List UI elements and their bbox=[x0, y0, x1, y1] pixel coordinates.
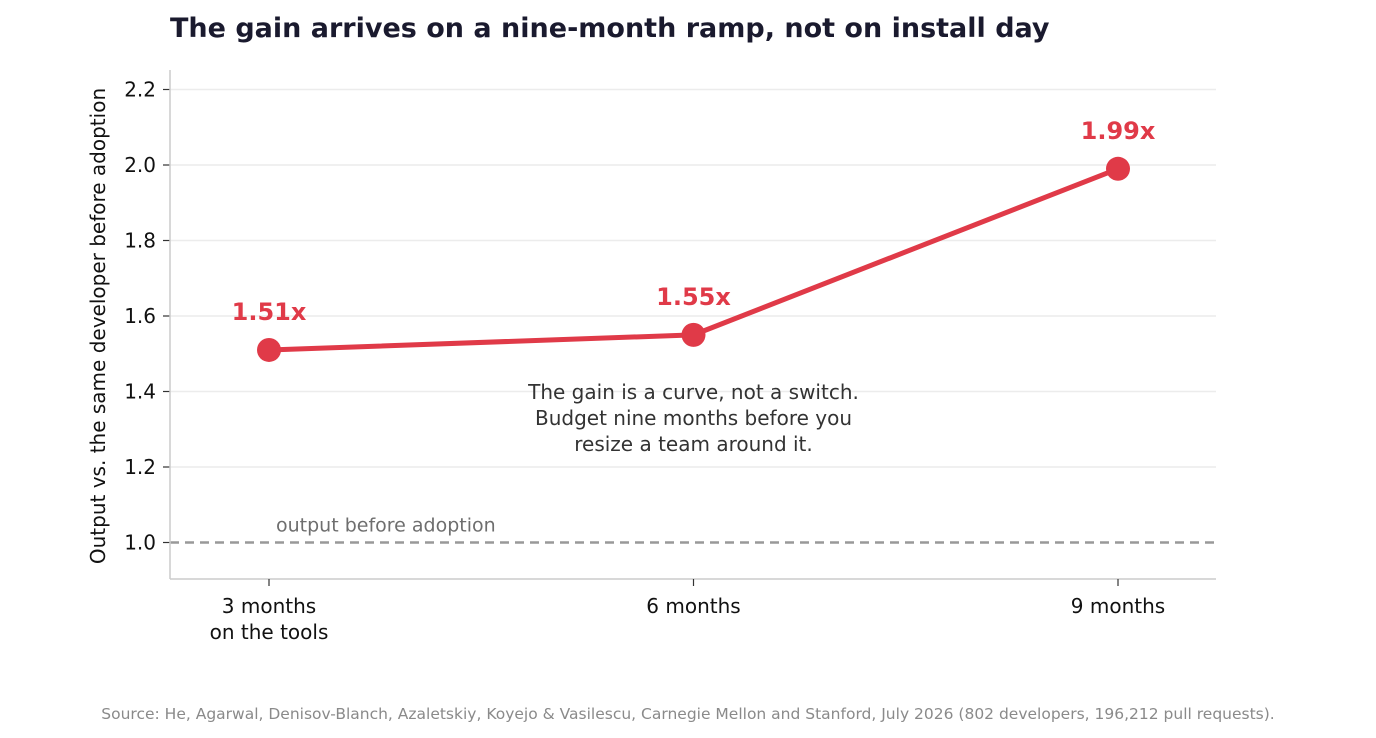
annotation-line: resize a team around it. bbox=[574, 432, 813, 456]
data-point bbox=[257, 337, 281, 362]
reference-line-label: output before adoption bbox=[276, 515, 496, 537]
y-axis-label: Output vs. the same developer before ado… bbox=[86, 88, 110, 564]
data-labels: 1.51x 1.55x 1.99x bbox=[232, 117, 1156, 326]
y-tick-label: 1.6 bbox=[124, 304, 156, 328]
data-point bbox=[681, 322, 706, 347]
data-label: 1.51x bbox=[232, 298, 307, 326]
annotation: The gain is a curve, not a switch.Budget… bbox=[527, 380, 859, 456]
annotation-line: The gain is a curve, not a switch. bbox=[527, 380, 859, 404]
annotation-line: Budget nine months before you bbox=[535, 406, 852, 430]
data-point bbox=[1106, 156, 1130, 181]
source-note: Source: He, Agarwal, Denisov-Blanch, Aza… bbox=[101, 705, 1274, 723]
x-tick-label: 9 months bbox=[1071, 594, 1165, 618]
y-tick-label: 2.2 bbox=[124, 78, 156, 102]
data-label: 1.99x bbox=[1081, 117, 1156, 145]
y-tick-label: 1.2 bbox=[124, 455, 156, 479]
gridlines bbox=[170, 88, 1216, 468]
x-tick-label: on the tools bbox=[210, 620, 329, 644]
y-tick-label: 1.4 bbox=[124, 380, 156, 404]
chart-title: The gain arrives on a nine-month ramp, n… bbox=[170, 13, 1050, 44]
data-label: 1.55x bbox=[656, 283, 731, 311]
y-tick-label: 2.0 bbox=[124, 153, 156, 177]
y-tick-label: 1.0 bbox=[124, 531, 156, 555]
series-line bbox=[266, 166, 1121, 353]
y-tick-label: 1.8 bbox=[124, 229, 156, 253]
series bbox=[257, 156, 1130, 362]
reference-line-group: output before adoption bbox=[170, 515, 1216, 544]
x-tick-label: 3 months bbox=[222, 594, 316, 618]
x-tick-label: 6 months bbox=[646, 594, 740, 618]
